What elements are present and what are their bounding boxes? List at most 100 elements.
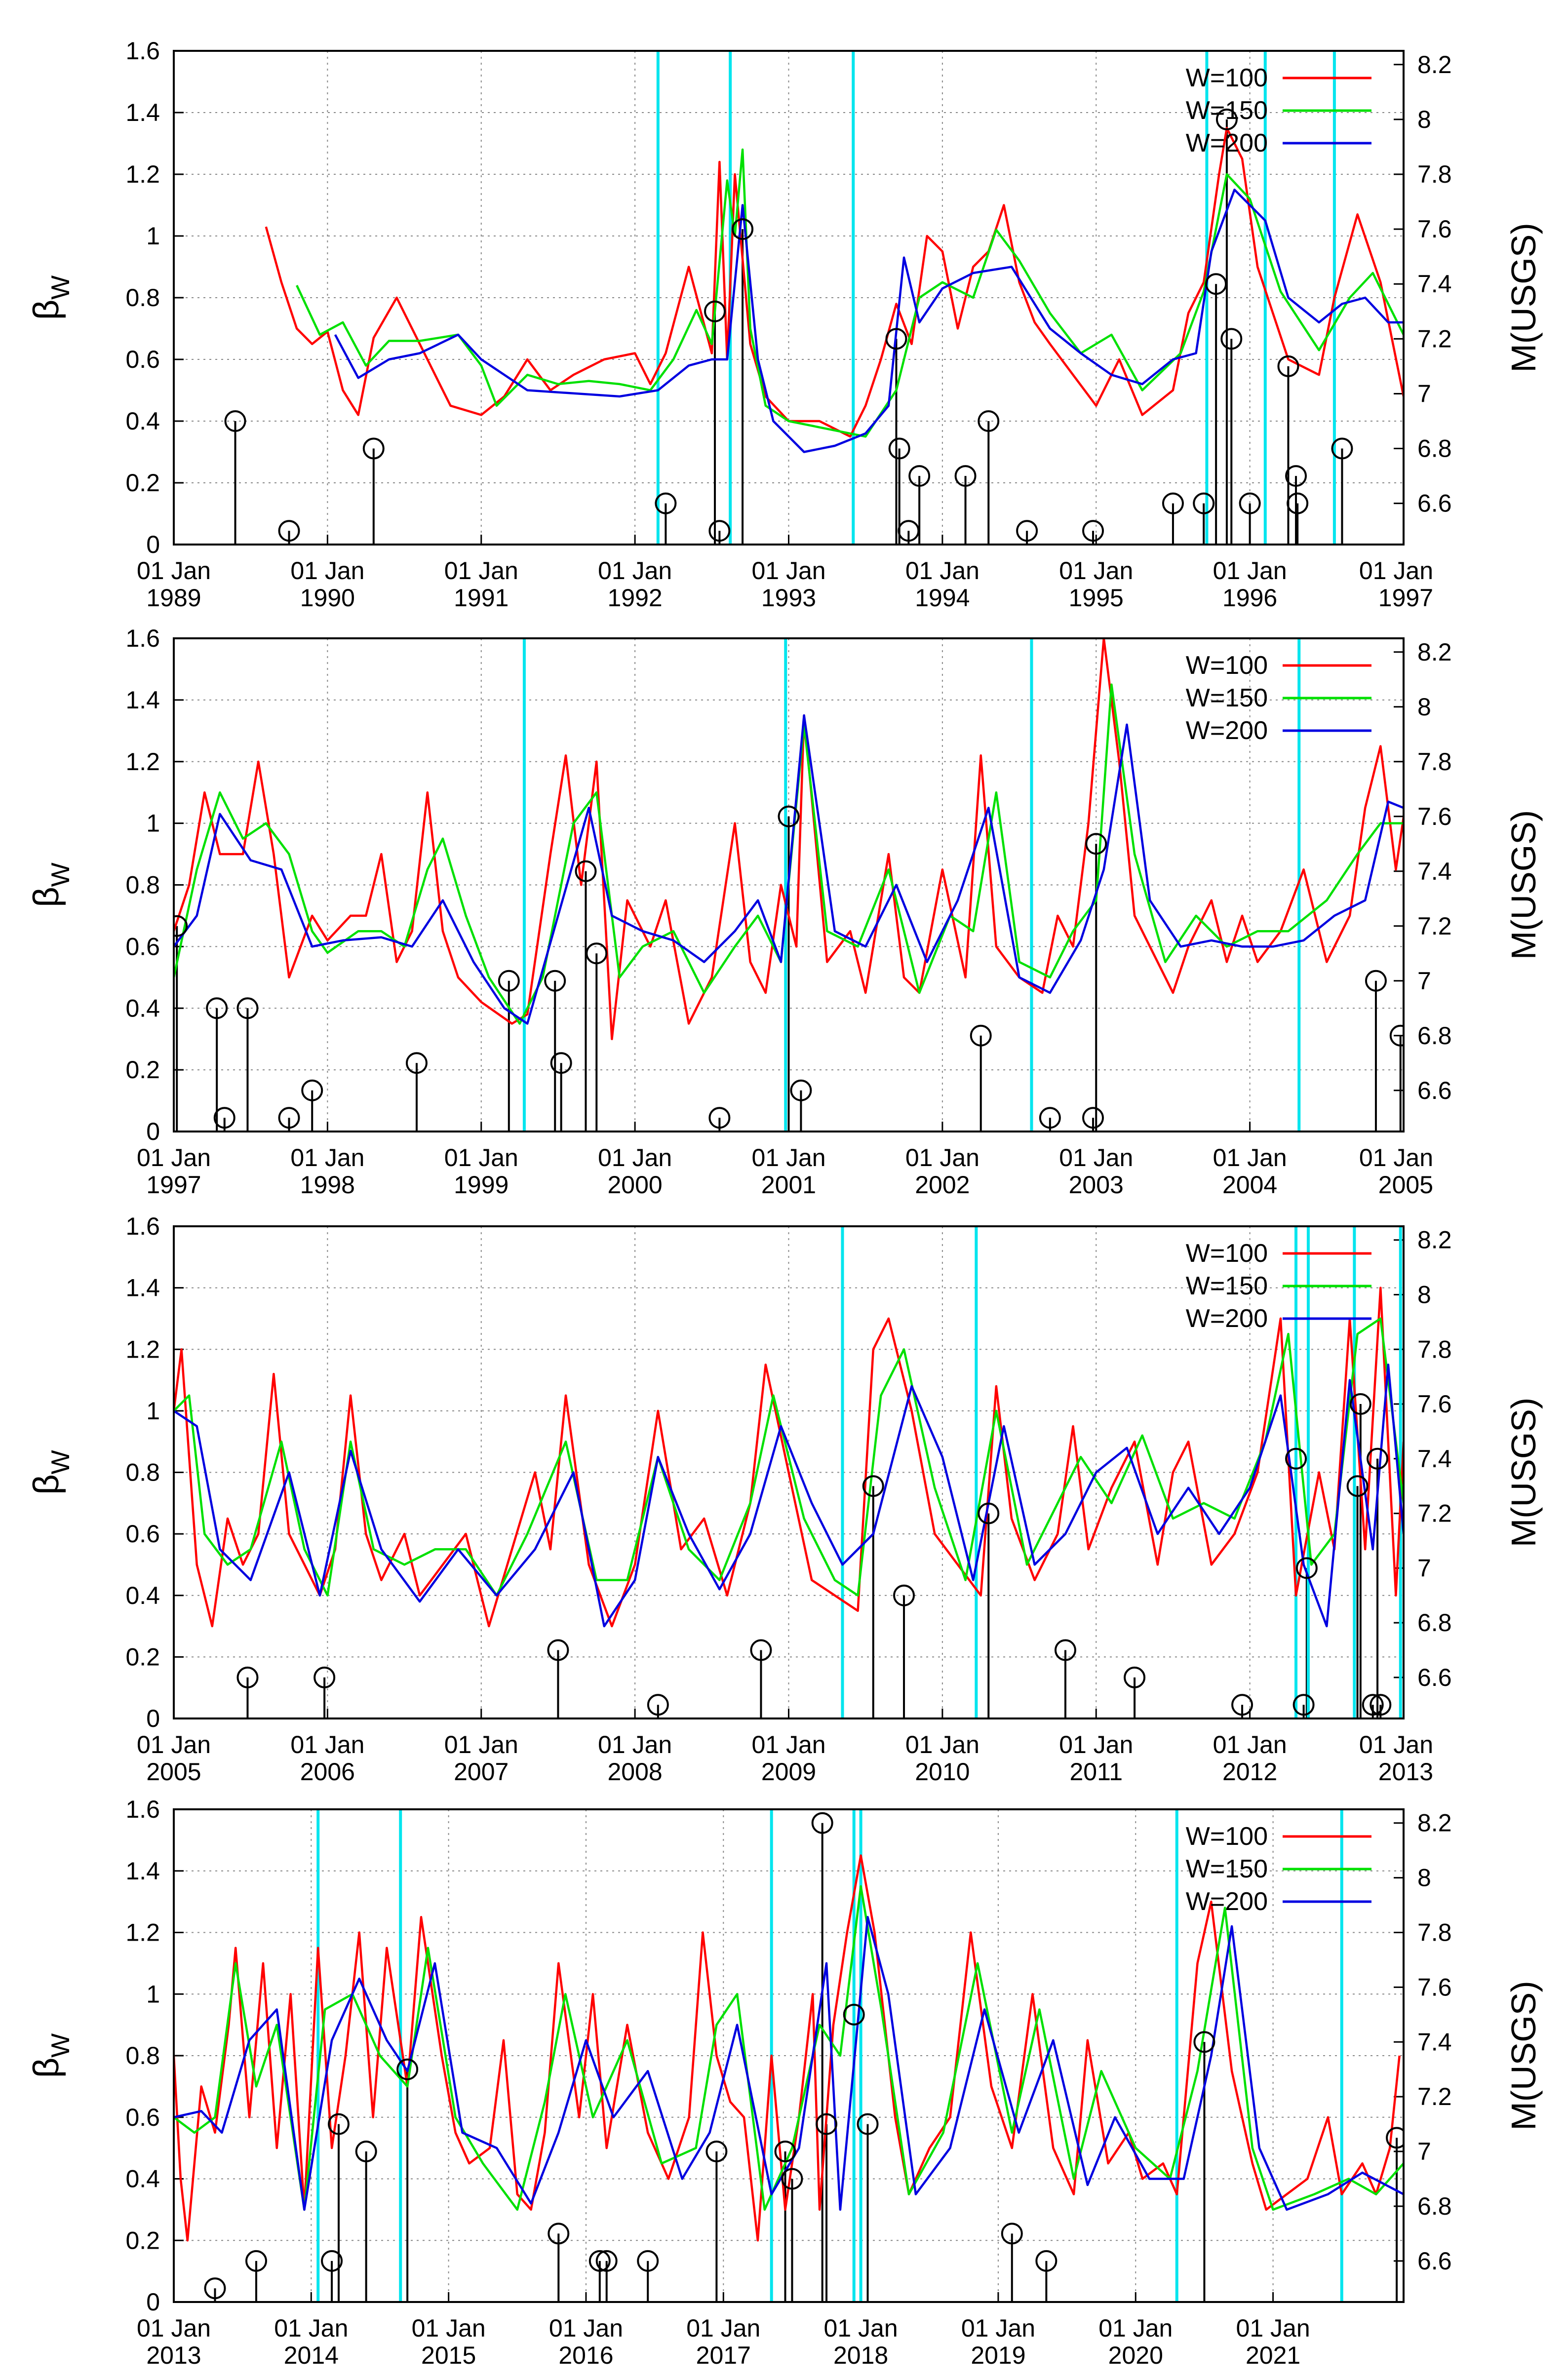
x-tick-label-year: 2017 — [696, 2341, 751, 2369]
series-line-w150 — [174, 1885, 1404, 2211]
x-tick-label-year: 2000 — [608, 1171, 663, 1199]
quake-marker — [544, 970, 566, 992]
legend-label: W=200 — [1186, 1887, 1268, 1916]
x-tick-label-year: 2004 — [1222, 1171, 1277, 1199]
quake-marker — [1085, 833, 1107, 855]
quake-marker — [885, 328, 907, 350]
quake-marker — [888, 437, 910, 460]
y2-tick-label: 7.4 — [1417, 2028, 1452, 2056]
x-tick-label-date: 01 Jan — [905, 1144, 979, 1171]
y-tick-label: 0.6 — [125, 1520, 160, 1548]
quake-marker — [586, 942, 608, 965]
quake-marker — [278, 520, 300, 542]
y2-tick-label: 8.2 — [1417, 1226, 1452, 1254]
y-tick-label: 0 — [146, 2288, 160, 2316]
y-tick-label: 1.2 — [125, 1335, 160, 1363]
quake-marker — [595, 2250, 618, 2272]
y-tick-label: 1.4 — [125, 686, 160, 714]
y2-tick-label: 7.6 — [1417, 803, 1452, 830]
y-tick-label: 0.6 — [125, 933, 160, 960]
quake-marker — [1193, 492, 1215, 514]
x-tick-label-year: 1990 — [300, 584, 355, 612]
quake-marker — [1295, 1557, 1318, 1579]
x-tick-label-date: 01 Jan — [444, 1731, 518, 1758]
y2-tick-label: 6.6 — [1417, 1664, 1452, 1691]
quake-marker — [978, 1502, 1000, 1524]
x-tick-label-year: 2002 — [915, 1171, 970, 1199]
quake-marker — [321, 2250, 343, 2272]
quake-marker — [1370, 1694, 1392, 1716]
x-tick-label-year: 2016 — [558, 2341, 613, 2369]
quake-marker — [898, 520, 920, 542]
y-tick-label: 0.4 — [125, 2165, 160, 2193]
x-tick-label-year: 2018 — [833, 2341, 888, 2369]
legend-label: W=200 — [1186, 129, 1268, 157]
quake-marker — [790, 1079, 812, 1101]
x-tick-label-year: 2013 — [146, 2341, 201, 2369]
plot-area — [174, 1226, 1404, 1718]
quake-marker — [1292, 1694, 1315, 1716]
y2-axis-label: M(USGS) — [1504, 1398, 1543, 1547]
y2-tick-label: 8.2 — [1417, 638, 1452, 666]
legend-label: W=200 — [1186, 1304, 1268, 1333]
series-line-w150 — [296, 148, 1404, 438]
y-tick-label: 1 — [146, 810, 160, 837]
legend-label: W=150 — [1186, 1855, 1268, 1883]
y-tick-label: 0.6 — [125, 2104, 160, 2131]
y-tick-label: 1 — [146, 1980, 160, 2008]
x-tick-label-year: 1992 — [608, 584, 663, 612]
plot-frame — [173, 1225, 1405, 1719]
quake-marker — [857, 2113, 879, 2135]
series-line-w200 — [334, 189, 1404, 453]
y2-tick-label: 7.6 — [1417, 1973, 1452, 2001]
y-tick-label: 1.6 — [125, 1795, 160, 1823]
x-tick-label-date: 01 Jan — [824, 2314, 898, 2342]
quake-marker — [236, 997, 259, 1019]
quake-marker — [362, 437, 385, 460]
series-line-w200 — [174, 1916, 1404, 2211]
quake-marker — [1039, 1107, 1061, 1129]
y-tick-label: 1.4 — [125, 1274, 160, 1302]
series-line-w150 — [174, 683, 1404, 1025]
x-tick-label-year: 2005 — [1378, 1171, 1433, 1199]
y2-tick-label: 7.8 — [1417, 1335, 1452, 1363]
quake-marker — [213, 1107, 235, 1129]
y-axis-label-base: β — [27, 300, 66, 320]
y2-tick-label: 8 — [1417, 1281, 1431, 1308]
x-tick-label-date: 01 Jan — [751, 557, 825, 585]
quake-marker — [224, 410, 246, 432]
quake-marker — [637, 2250, 659, 2272]
quake-marker — [1035, 2250, 1057, 2272]
quake-marker — [704, 300, 726, 322]
quake-marker — [278, 1107, 300, 1129]
x-tick-label-date: 01 Jan — [598, 1144, 672, 1171]
y2-tick-label: 7.2 — [1417, 1500, 1452, 1527]
y-tick-label: 0.2 — [125, 1056, 160, 1084]
quake-marker — [1231, 1694, 1253, 1716]
y-tick-label: 0.8 — [125, 2042, 160, 2069]
y2-tick-label: 8 — [1417, 106, 1431, 133]
legend-label: W=150 — [1186, 684, 1268, 712]
y2-tick-label: 7.2 — [1417, 2083, 1452, 2110]
quake-marker — [245, 2250, 267, 2272]
x-tick-label-date: 01 Jan — [290, 1144, 364, 1171]
x-tick-label-date: 01 Jan — [137, 557, 211, 585]
y-tick-label: 0.8 — [125, 284, 160, 312]
quake-marker — [708, 520, 731, 542]
x-tick-label-year: 2012 — [1222, 1758, 1277, 1786]
x-tick-label-date: 01 Jan — [1213, 1144, 1287, 1171]
x-tick-label-year: 2003 — [1069, 1171, 1124, 1199]
quake-marker — [1205, 273, 1227, 295]
chart-panel-4: 0 0.2 0.4 0.6 0.8 1 1.2 1.4 1.6 6.6 6.8 7 7.2 7.4 7.6 7… — [27, 1795, 1543, 2369]
x-tick-label-date: 01 Jan — [1213, 557, 1287, 585]
y2-tick-label: 7.8 — [1417, 1919, 1452, 1947]
series-line-w150 — [174, 1317, 1404, 1597]
quake-marker — [774, 2141, 796, 2163]
y2-tick-label: 7.6 — [1417, 1390, 1452, 1418]
quake-marker — [1239, 492, 1261, 514]
plot-frame — [173, 637, 1405, 1132]
quake-marker — [1162, 492, 1184, 514]
quake-marker — [908, 465, 931, 487]
chart-panel-1: 0 0.2 0.4 0.6 0.8 1 1.2 1.4 1.6 6.6 6.8 7 7.2 7.4 7.6 7… — [27, 37, 1543, 612]
quake-marker — [1367, 1447, 1389, 1470]
